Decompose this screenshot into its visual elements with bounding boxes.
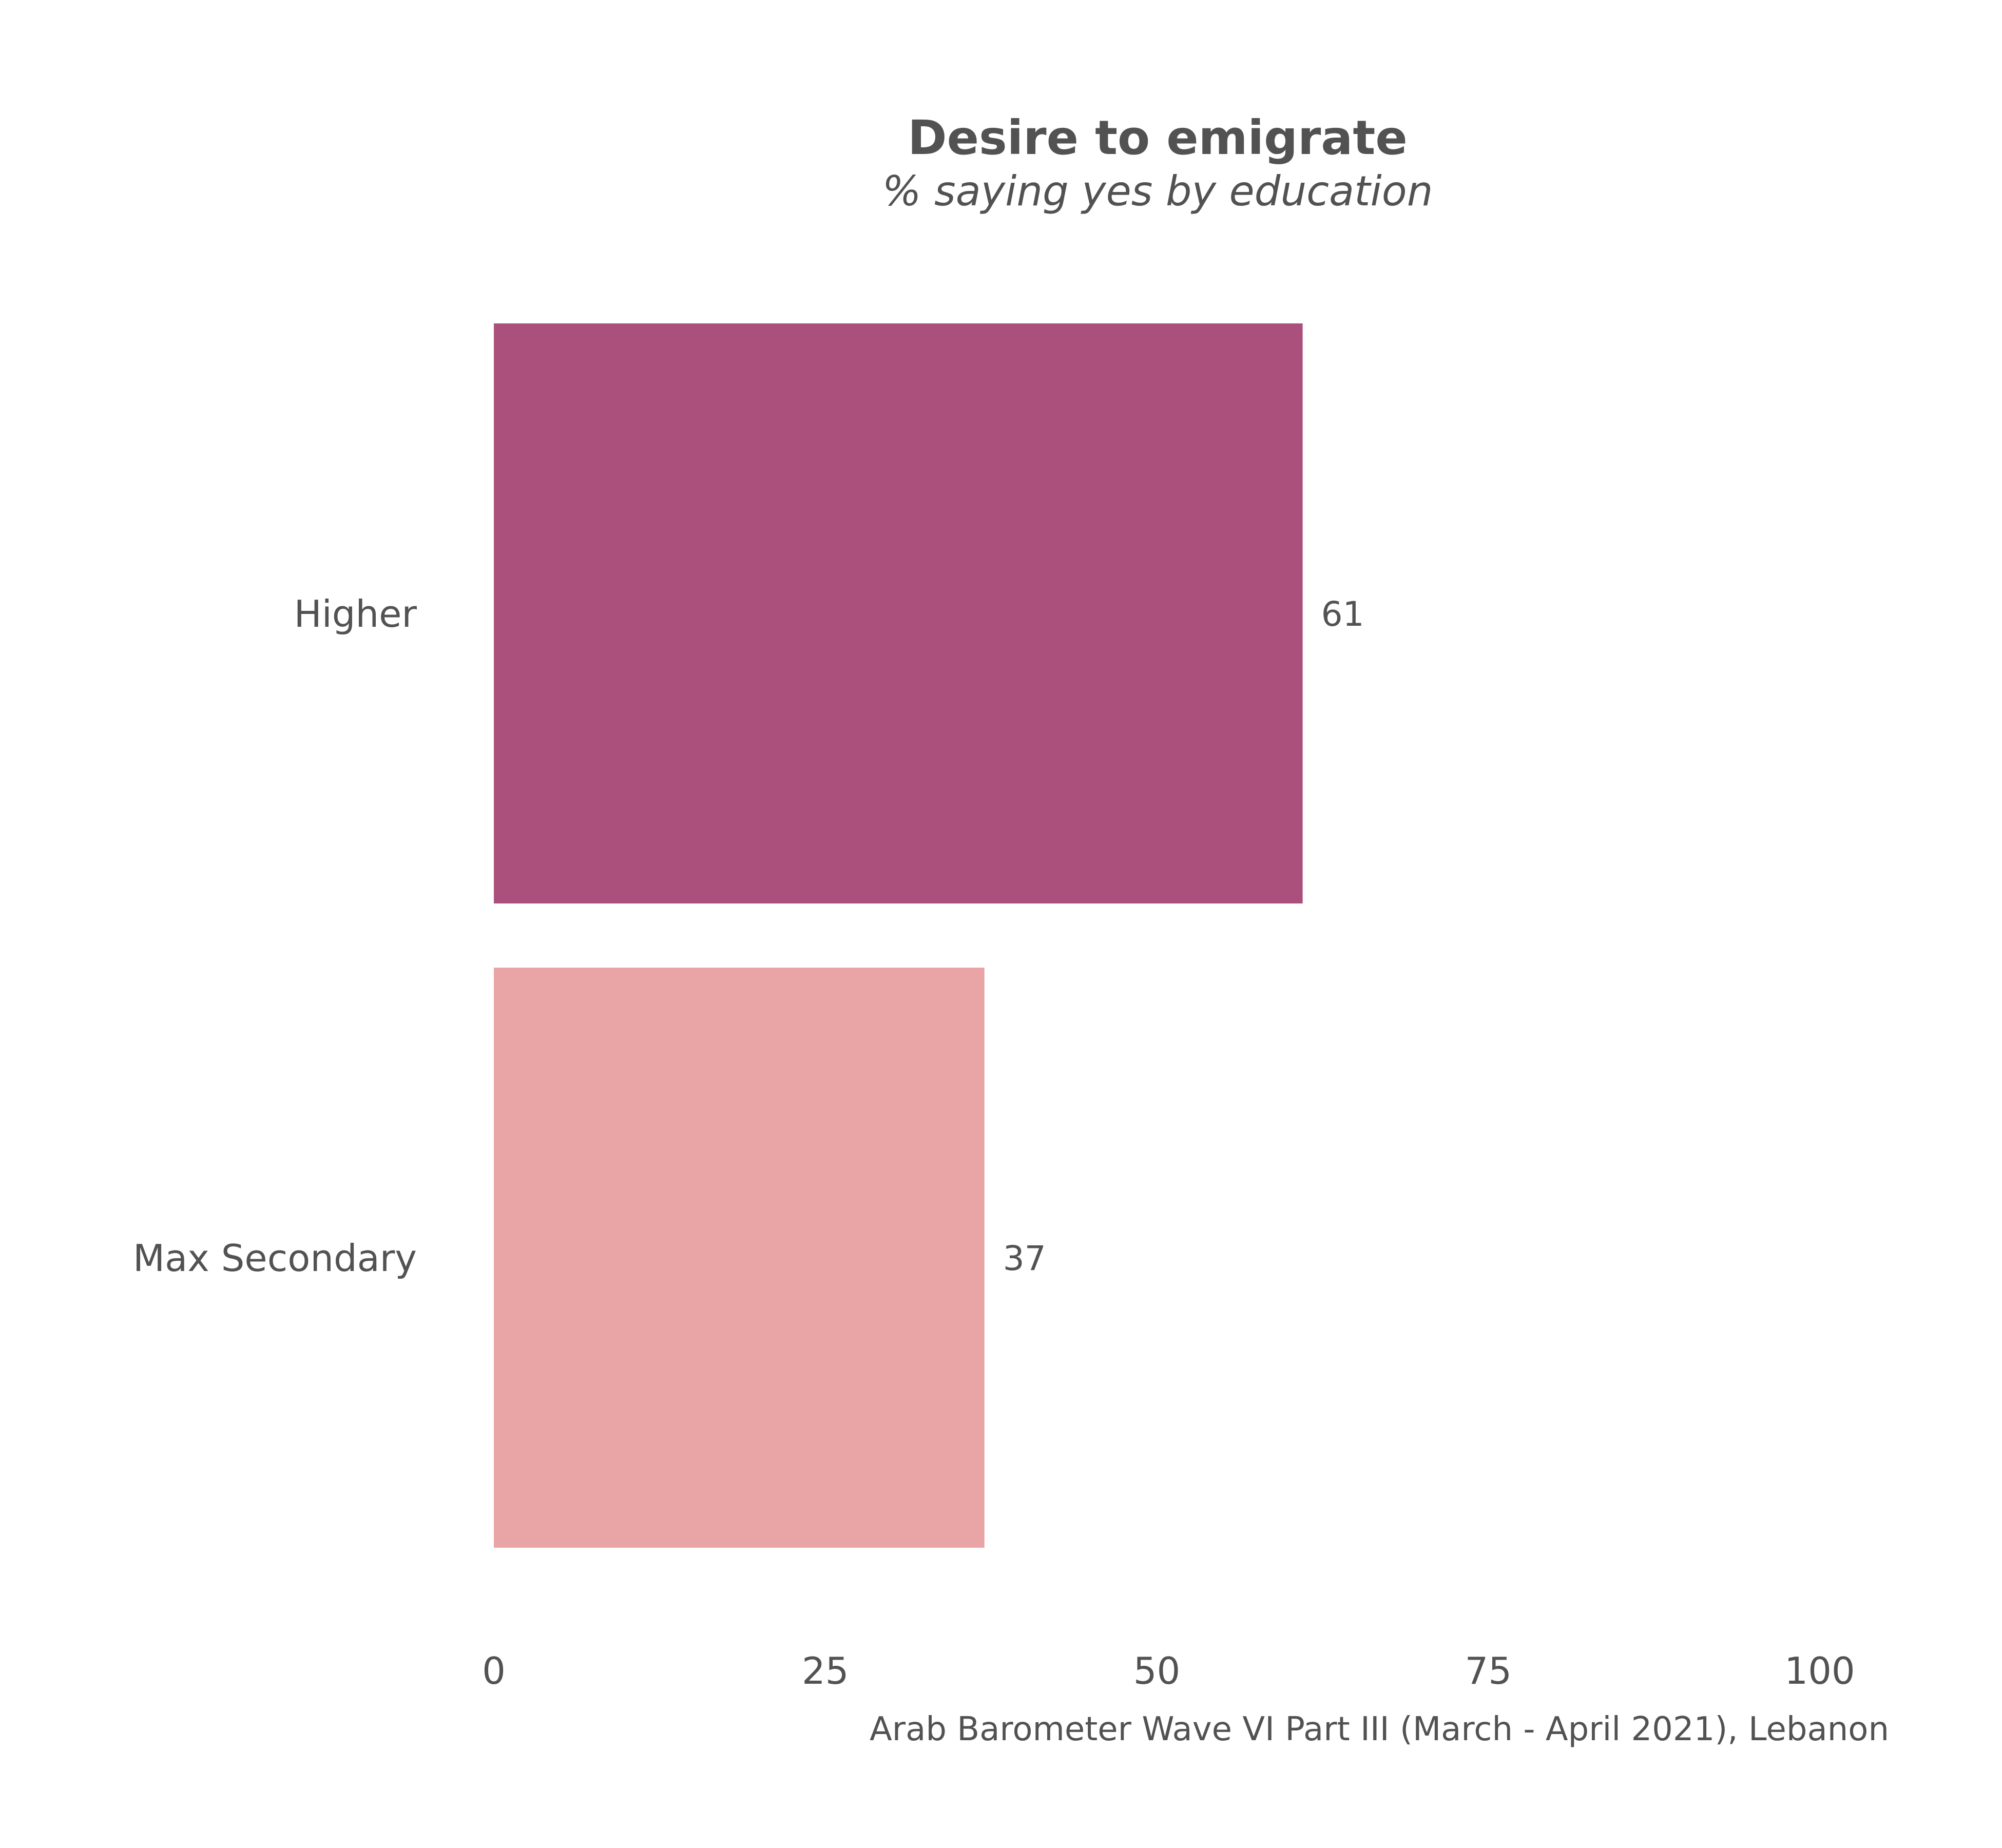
- bar-max-secondary: [494, 968, 985, 1548]
- data-label-max-secondary: 37: [1003, 1239, 1046, 1278]
- category-labels: Higher Max Secondary: [133, 592, 417, 1280]
- x-tick-label: 50: [1133, 1649, 1181, 1692]
- x-tick-label: 100: [1784, 1649, 1855, 1692]
- chart-title: Desire to emigrate: [908, 110, 1408, 165]
- x-tick-label: 0: [482, 1649, 506, 1692]
- chart-subtitle: % saying yes by education: [882, 167, 1433, 215]
- x-tick-label: 75: [1465, 1649, 1512, 1692]
- bars-layer: [494, 323, 1303, 1548]
- bar-higher: [494, 323, 1303, 903]
- category-label-higher: Higher: [294, 592, 417, 636]
- x-tick-label: 25: [802, 1649, 849, 1692]
- x-axis-tick-labels: 0 25 50 75 100: [482, 1649, 1855, 1692]
- category-label-max-secondary: Max Secondary: [133, 1237, 417, 1280]
- data-label-higher: 61: [1321, 594, 1364, 634]
- chart-caption: Arab Barometer Wave VI Part III (March -…: [870, 1710, 1889, 1748]
- data-labels: 61 37: [1003, 594, 1364, 1278]
